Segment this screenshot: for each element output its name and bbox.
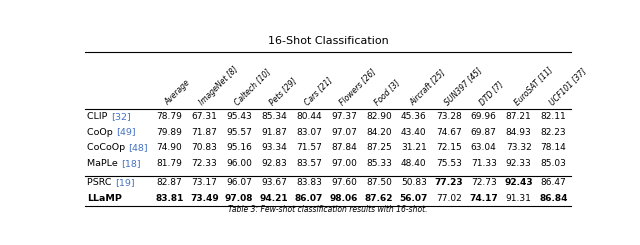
Text: 83.07: 83.07 xyxy=(296,128,322,137)
Text: 80.44: 80.44 xyxy=(296,112,322,121)
Text: 67.31: 67.31 xyxy=(191,112,217,121)
Text: 72.73: 72.73 xyxy=(471,178,497,187)
Text: 93.34: 93.34 xyxy=(261,143,287,152)
Text: 43.40: 43.40 xyxy=(401,128,427,137)
Text: 87.21: 87.21 xyxy=(506,112,532,121)
Text: 63.04: 63.04 xyxy=(471,143,497,152)
Text: LLaMP: LLaMP xyxy=(88,194,122,203)
Text: 83.57: 83.57 xyxy=(296,159,322,168)
Text: 48.40: 48.40 xyxy=(401,159,427,168)
Text: 45.36: 45.36 xyxy=(401,112,427,121)
Text: 95.43: 95.43 xyxy=(227,112,252,121)
Text: 87.62: 87.62 xyxy=(365,194,393,203)
Text: 97.00: 97.00 xyxy=(331,159,357,168)
Text: Table 3: Few-shot classification results with 16-shot.: Table 3: Few-shot classification results… xyxy=(228,205,428,214)
Text: 91.87: 91.87 xyxy=(261,128,287,137)
Text: 74.90: 74.90 xyxy=(157,143,182,152)
Text: 85.34: 85.34 xyxy=(261,112,287,121)
Text: 78.79: 78.79 xyxy=(156,112,182,121)
Text: CoOp: CoOp xyxy=(88,128,116,137)
Text: 98.06: 98.06 xyxy=(330,194,358,203)
Text: Average: Average xyxy=(163,78,192,107)
Text: 83.83: 83.83 xyxy=(296,178,322,187)
Text: 95.16: 95.16 xyxy=(227,143,252,152)
Text: Pets [29]: Pets [29] xyxy=(268,76,298,107)
Text: EuroSAT [11]: EuroSAT [11] xyxy=(512,65,554,107)
Text: 96.00: 96.00 xyxy=(227,159,252,168)
Text: Food [3]: Food [3] xyxy=(372,78,401,107)
Text: 85.33: 85.33 xyxy=(366,159,392,168)
Text: 73.49: 73.49 xyxy=(190,194,219,203)
Text: 72.15: 72.15 xyxy=(436,143,461,152)
Text: 81.79: 81.79 xyxy=(156,159,182,168)
Text: 74.17: 74.17 xyxy=(469,194,498,203)
Text: 86.47: 86.47 xyxy=(541,178,566,187)
Text: 77.02: 77.02 xyxy=(436,194,461,203)
Text: 73.17: 73.17 xyxy=(191,178,217,187)
Text: UCF101 [37]: UCF101 [37] xyxy=(547,66,588,107)
Text: MaPLe: MaPLe xyxy=(88,159,121,168)
Text: 73.32: 73.32 xyxy=(506,143,532,152)
Text: [18]: [18] xyxy=(121,159,141,168)
Text: 69.87: 69.87 xyxy=(471,128,497,137)
Text: CoCoOp: CoCoOp xyxy=(88,143,129,152)
Text: 96.07: 96.07 xyxy=(227,178,252,187)
Text: 86.84: 86.84 xyxy=(540,194,568,203)
Text: 31.21: 31.21 xyxy=(401,143,427,152)
Text: Flowers [26]: Flowers [26] xyxy=(338,67,378,107)
Text: ImageNet [8]: ImageNet [8] xyxy=(198,65,240,107)
Text: 73.28: 73.28 xyxy=(436,112,461,121)
Text: 87.84: 87.84 xyxy=(331,143,357,152)
Text: 82.90: 82.90 xyxy=(366,112,392,121)
Text: [19]: [19] xyxy=(115,178,134,187)
Text: [48]: [48] xyxy=(129,143,148,152)
Text: 84.20: 84.20 xyxy=(366,128,392,137)
Text: CLIP: CLIP xyxy=(88,112,111,121)
Text: 97.08: 97.08 xyxy=(225,194,253,203)
Text: 97.37: 97.37 xyxy=(331,112,357,121)
Text: 79.89: 79.89 xyxy=(156,128,182,137)
Text: 97.07: 97.07 xyxy=(331,128,357,137)
Text: 82.87: 82.87 xyxy=(157,178,182,187)
Text: 50.83: 50.83 xyxy=(401,178,427,187)
Text: 71.57: 71.57 xyxy=(296,143,322,152)
Text: 83.81: 83.81 xyxy=(155,194,184,203)
Text: SUN397 [45]: SUN397 [45] xyxy=(442,66,483,107)
Text: 69.96: 69.96 xyxy=(471,112,497,121)
Text: 93.67: 93.67 xyxy=(261,178,287,187)
Text: PSRC: PSRC xyxy=(88,178,115,187)
Text: 87.25: 87.25 xyxy=(366,143,392,152)
Text: 94.21: 94.21 xyxy=(260,194,289,203)
Text: 82.11: 82.11 xyxy=(541,112,566,121)
Text: 74.67: 74.67 xyxy=(436,128,461,137)
Text: [49]: [49] xyxy=(116,128,136,137)
Text: 77.23: 77.23 xyxy=(435,178,463,187)
Text: DTD [7]: DTD [7] xyxy=(477,79,505,107)
Text: Caltech [10]: Caltech [10] xyxy=(233,67,273,107)
Text: [32]: [32] xyxy=(111,112,131,121)
Text: 56.07: 56.07 xyxy=(400,194,428,203)
Text: 78.14: 78.14 xyxy=(541,143,566,152)
Text: Cars [21]: Cars [21] xyxy=(303,75,334,107)
Text: 91.31: 91.31 xyxy=(506,194,532,203)
Text: 72.33: 72.33 xyxy=(191,159,217,168)
Text: Aircraft [25]: Aircraft [25] xyxy=(408,68,447,107)
Text: 71.33: 71.33 xyxy=(471,159,497,168)
Text: 92.33: 92.33 xyxy=(506,159,532,168)
Text: 71.87: 71.87 xyxy=(191,128,217,137)
Text: 97.60: 97.60 xyxy=(331,178,357,187)
Text: 85.03: 85.03 xyxy=(541,159,566,168)
Text: 92.83: 92.83 xyxy=(261,159,287,168)
Text: 75.53: 75.53 xyxy=(436,159,461,168)
Text: 87.50: 87.50 xyxy=(366,178,392,187)
Text: 95.57: 95.57 xyxy=(227,128,252,137)
Text: 16-Shot Classification: 16-Shot Classification xyxy=(268,36,388,46)
Text: 86.07: 86.07 xyxy=(295,194,323,203)
Text: 84.93: 84.93 xyxy=(506,128,532,137)
Text: 82.23: 82.23 xyxy=(541,128,566,137)
Text: 70.83: 70.83 xyxy=(191,143,217,152)
Text: 92.43: 92.43 xyxy=(504,178,533,187)
